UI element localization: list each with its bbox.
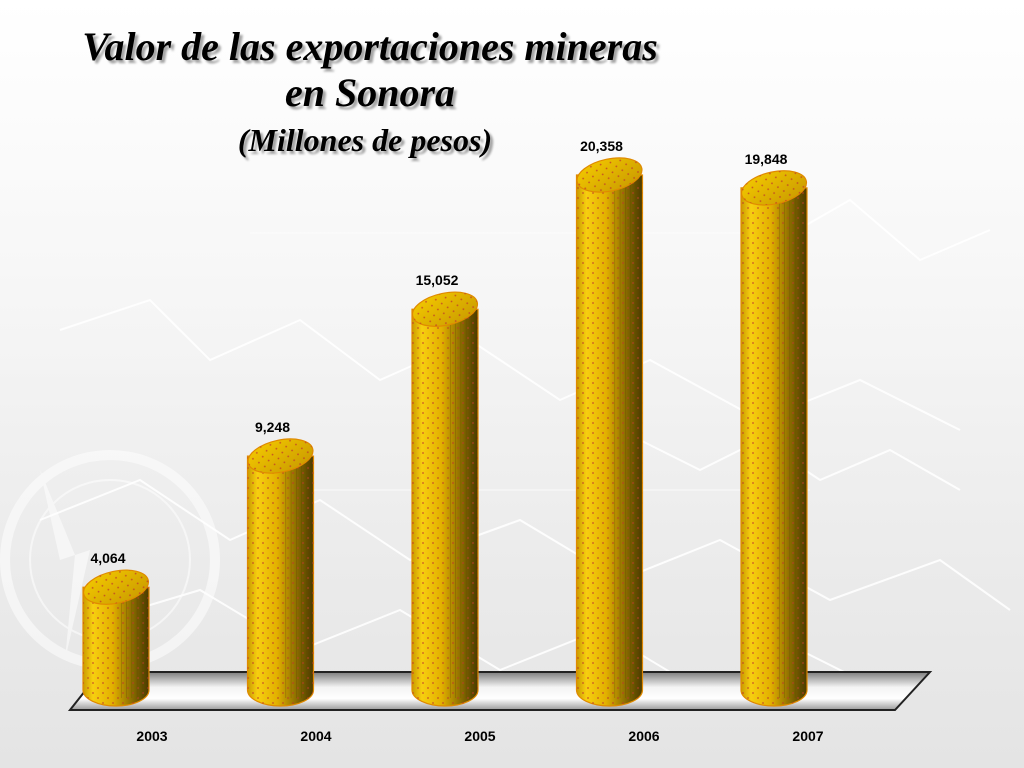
bar-2004: [246, 438, 315, 707]
bar-texture: [247, 456, 314, 706]
x-tick-label: 2007: [792, 728, 823, 744]
value-label: 9,248: [255, 419, 290, 435]
x-tick-label: 2006: [628, 728, 659, 744]
value-label: 15,052: [416, 272, 459, 288]
chart-title-line2: en Sonora: [284, 70, 456, 115]
title-block: Valor de las exportaciones mineras en So…: [30, 24, 710, 160]
value-label: 19,848: [745, 151, 788, 167]
bar-cap-texture: [248, 438, 313, 474]
bar-texture: [83, 587, 149, 706]
bar-cap-texture: [83, 570, 149, 605]
bar-texture: [412, 309, 478, 706]
bar-texture: [576, 175, 643, 706]
chart-subtitle: (Millones de pesos): [237, 122, 493, 158]
bar-2005: [411, 291, 479, 707]
x-tick-label: 2004: [300, 728, 331, 744]
value-label: 4,064: [90, 550, 125, 566]
x-tick-label: 2005: [464, 728, 495, 744]
bar-2006: [575, 157, 644, 707]
bar-cap-texture: [412, 292, 478, 327]
bar-texture: [741, 187, 807, 707]
bar-cap-texture: [577, 157, 642, 193]
chart-title-line1: Valor de las exportaciones mineras: [82, 24, 658, 69]
x-tick-label: 2003: [136, 728, 167, 744]
bar-cap-texture: [741, 170, 807, 205]
bar-2003: [82, 569, 150, 707]
value-label: 20,358: [580, 138, 623, 154]
bar-2007: [740, 170, 808, 707]
